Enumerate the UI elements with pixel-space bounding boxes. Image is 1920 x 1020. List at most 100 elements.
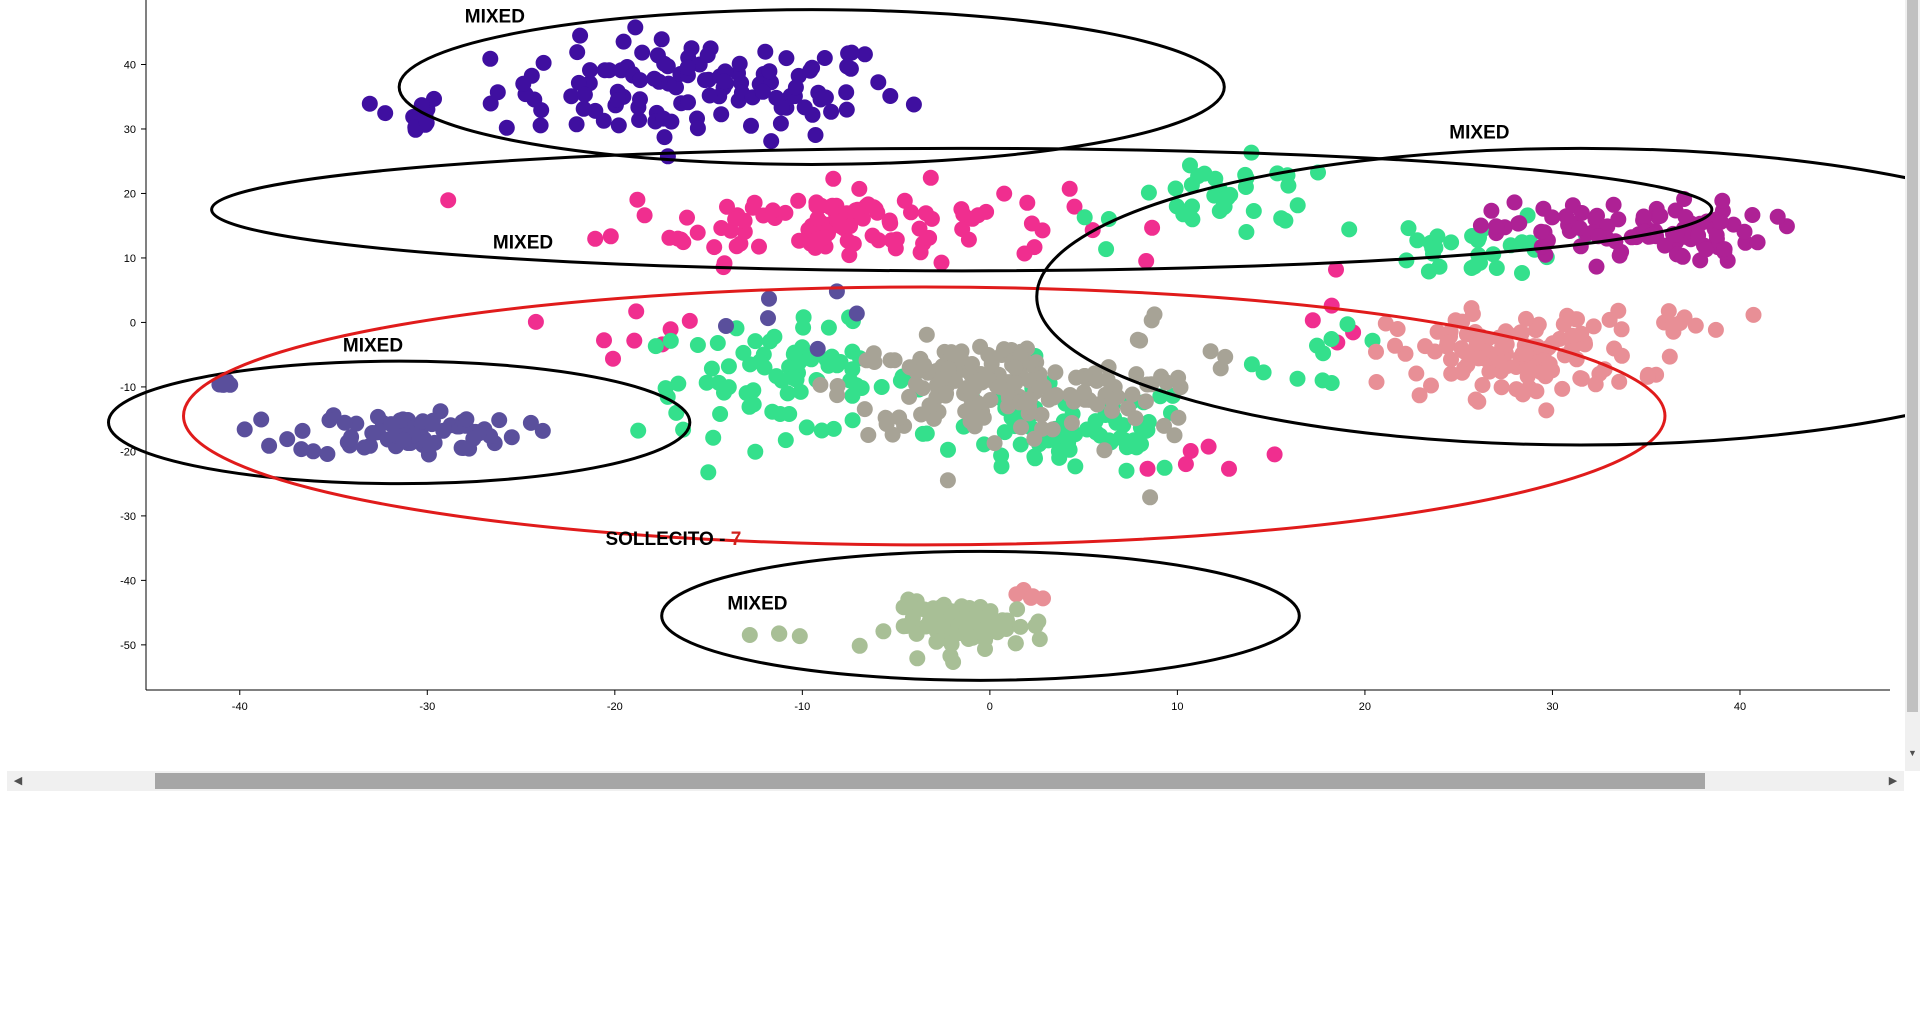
- data-point: [465, 430, 482, 447]
- data-point: [1099, 371, 1116, 388]
- data-point: [856, 401, 873, 418]
- data-point: [426, 90, 442, 107]
- data-point: [1142, 489, 1159, 506]
- data-point: [679, 209, 695, 226]
- data-point: [816, 50, 833, 66]
- data-point: [1652, 207, 1669, 224]
- data-point: [1558, 208, 1575, 225]
- data-point: [914, 425, 931, 442]
- data-point: [527, 313, 544, 330]
- data-point: [1146, 306, 1163, 323]
- data-point: [1128, 366, 1145, 383]
- data-point: [1100, 211, 1117, 227]
- data-point: [1255, 364, 1272, 381]
- vertical-scroll-thumb[interactable]: [1907, 0, 1918, 712]
- data-point: [1024, 588, 1041, 605]
- data-point: [764, 403, 781, 420]
- data-point: [751, 238, 767, 255]
- data-point: [809, 340, 826, 357]
- data-point: [214, 376, 231, 393]
- data-point: [991, 378, 1008, 395]
- data-point: [760, 310, 776, 327]
- scroll-down-icon[interactable]: ▼: [1908, 748, 1917, 758]
- highlight-ellipse: [397, 8, 1226, 166]
- data-point: [563, 88, 580, 105]
- data-point: [1555, 316, 1572, 333]
- data-point: [1672, 315, 1689, 331]
- data-point: [829, 357, 846, 374]
- x-tick-label: 10: [1171, 701, 1183, 713]
- data-point: [663, 113, 680, 130]
- data-point: [587, 230, 604, 247]
- data-point: [1572, 370, 1589, 387]
- data-point: [659, 148, 676, 165]
- data-point: [626, 332, 643, 349]
- data-point: [1438, 338, 1455, 355]
- scroll-right-icon[interactable]: ▶: [1888, 775, 1898, 787]
- data-point: [1096, 442, 1113, 459]
- vertical-scrollbar[interactable]: ▼: [1905, 0, 1920, 771]
- data-point: [364, 425, 381, 441]
- y-tick-label: 30: [124, 124, 136, 136]
- highlight-ellipse: [106, 359, 692, 486]
- data-point: [777, 432, 794, 449]
- data-point: [1601, 311, 1618, 328]
- data-point: [1513, 324, 1530, 341]
- horizontal-scrollbar[interactable]: ◀ ▶: [7, 771, 1904, 791]
- data-point: [1175, 206, 1192, 223]
- data-point: [458, 411, 475, 428]
- data-point: [1613, 321, 1630, 338]
- data-point: [455, 440, 472, 456]
- data-point: [878, 416, 895, 432]
- data-point: [634, 44, 651, 61]
- data-point: [986, 435, 1003, 452]
- x-tick-label: 40: [1734, 701, 1746, 713]
- data-point: [1144, 219, 1161, 236]
- data-point: [1610, 211, 1627, 228]
- data-point: [1506, 194, 1523, 211]
- data-point: [700, 464, 717, 481]
- data-point: [1573, 205, 1590, 221]
- scroll-left-icon[interactable]: ◀: [13, 775, 23, 787]
- data-point: [1585, 318, 1602, 335]
- data-point: [875, 623, 892, 640]
- data-point: [1463, 300, 1480, 317]
- data-point: [1341, 221, 1358, 238]
- data-point: [636, 207, 653, 224]
- data-point: [1611, 247, 1628, 264]
- data-point: [631, 112, 648, 128]
- data-point: [669, 230, 686, 247]
- data-point: [653, 31, 670, 48]
- data-point: [679, 59, 696, 76]
- data-point: [1544, 209, 1561, 226]
- data-point: [766, 328, 783, 345]
- data-point: [596, 332, 612, 349]
- data-point: [1019, 194, 1036, 211]
- data-point: [998, 613, 1015, 630]
- data-point: [764, 202, 781, 219]
- data-point: [1009, 601, 1026, 618]
- data-point: [253, 411, 270, 428]
- data-point: [952, 350, 969, 367]
- x-tick-label: -20: [607, 701, 623, 713]
- data-point: [839, 232, 856, 249]
- data-point: [1368, 343, 1384, 360]
- data-point: [895, 599, 912, 616]
- data-point: [605, 350, 621, 367]
- data-point: [1443, 234, 1460, 251]
- data-point: [940, 360, 957, 377]
- data-point: [744, 199, 761, 216]
- data-point: [668, 404, 685, 421]
- data-point: [939, 472, 956, 489]
- data-point: [1471, 229, 1487, 246]
- data-point: [534, 422, 551, 439]
- horizontal-scroll-thumb[interactable]: [155, 773, 1705, 789]
- data-point: [1528, 383, 1545, 400]
- data-point: [1587, 211, 1604, 228]
- data-point: [572, 27, 589, 44]
- data-point: [812, 376, 829, 393]
- data-point: [569, 44, 586, 61]
- data-point: [1217, 348, 1234, 365]
- data-point: [1221, 460, 1237, 477]
- data-point: [1660, 303, 1677, 320]
